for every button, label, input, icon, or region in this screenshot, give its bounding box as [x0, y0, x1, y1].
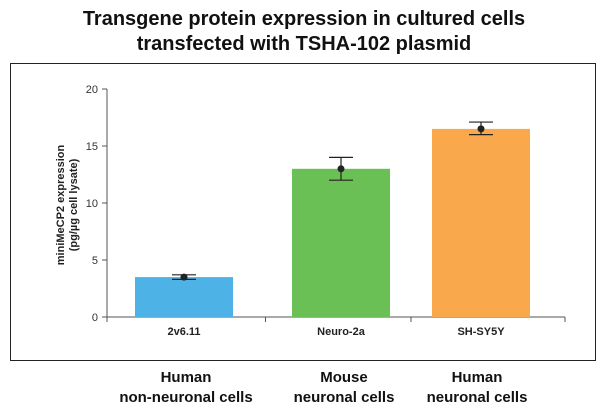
- cell-group-1: Human non-neuronal cells: [86, 368, 286, 408]
- bar-2v6.11: [135, 277, 233, 317]
- cell-group-2: Mouse neuronal cells: [244, 368, 444, 408]
- y-axis-label-line-1: miniMeCP2 expression: [55, 145, 67, 266]
- y-tick-label-20: 20: [86, 84, 98, 96]
- mean-point-SH-SY5Y: [477, 125, 485, 133]
- cell-group-2-line-1: Mouse: [320, 369, 368, 386]
- cell-group-2-line-2: neuronal cells: [293, 389, 395, 406]
- y-tick-label-0: 0: [92, 312, 98, 324]
- x-tick-label-2v6.11: 2v6.11: [167, 326, 200, 338]
- y-tick-label-5: 5: [92, 255, 98, 267]
- x-tick-label-Neuro-2a: Neuro-2a: [317, 326, 366, 338]
- bar-SH-SY5Y: [432, 128, 530, 317]
- y-tick-label-15: 15: [86, 141, 98, 153]
- cell-group-1-line-2: non-neuronal cells: [119, 389, 253, 406]
- mean-point-Neuro-2a: [337, 165, 345, 173]
- chart-title-line-1: Transgene protein expression in cultured…: [82, 8, 526, 30]
- cell-group-1-line-1: Human: [160, 369, 212, 386]
- chart-axes: 0 5 10 15 20 2v6.11 Neuro-2a SH-SY5Y: [86, 84, 566, 338]
- chart-title-line-2: transfected with TSHA-102 plasmid: [136, 33, 472, 55]
- bar-Neuro-2a: [292, 168, 390, 317]
- cell-group-3-line-2: neuronal cells: [426, 389, 528, 406]
- x-tick-label-SH-SY5Y: SH-SY5Y: [457, 326, 505, 338]
- y-tick-label-10: 10: [86, 198, 98, 210]
- mean-point-2v6.11: [180, 273, 188, 281]
- cell-group-3-line-1: Human: [451, 369, 503, 386]
- chart-error-bars: [172, 121, 493, 281]
- chart-frame: [10, 63, 596, 361]
- cell-group-3: Human neuronal cells: [377, 368, 577, 408]
- chart-bars: [135, 128, 530, 317]
- y-axis-label-line-2: (pg/µg cell lysate): [68, 158, 80, 251]
